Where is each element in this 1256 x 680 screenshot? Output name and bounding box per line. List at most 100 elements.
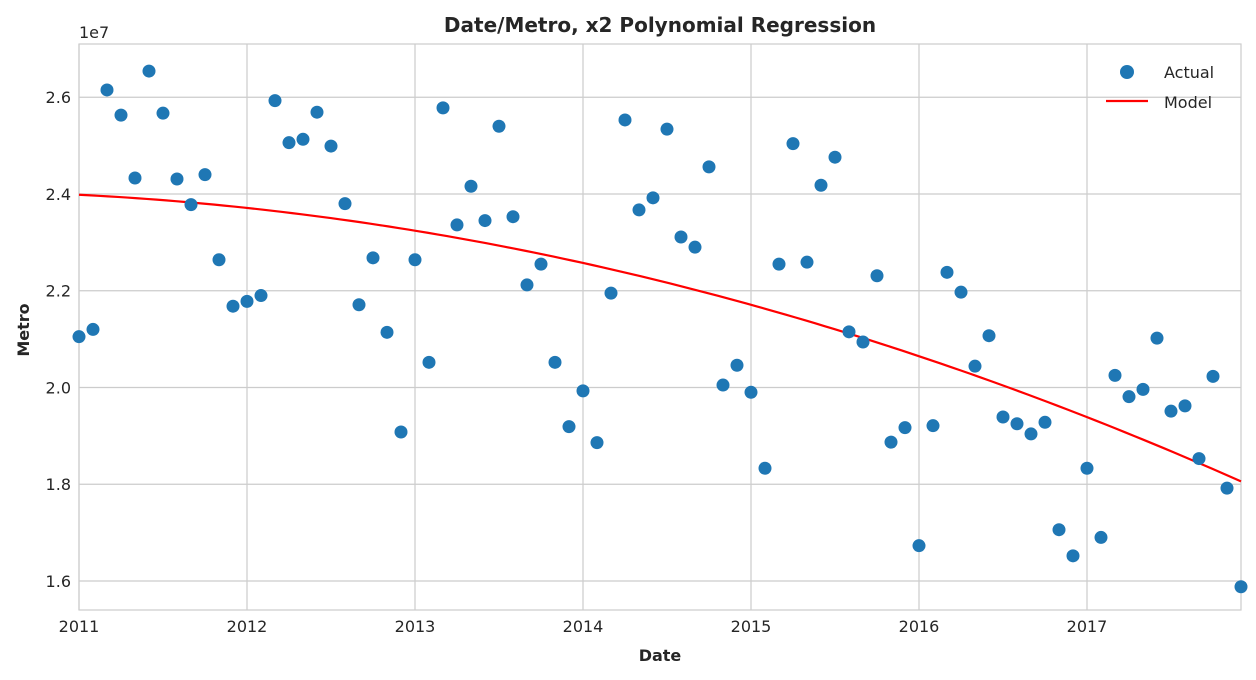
x-tick-label: 2011 [59, 617, 100, 636]
data-point [758, 461, 772, 475]
data-point [884, 435, 898, 449]
data-point [338, 197, 352, 211]
data-point [506, 210, 520, 224]
data-point [240, 294, 254, 308]
data-point [436, 101, 450, 115]
y-tick-label: 2.0 [46, 378, 71, 397]
data-point [828, 150, 842, 164]
legend-actual-label: Actual [1164, 63, 1214, 82]
data-point [1192, 452, 1206, 466]
model-line [78, 193, 1242, 483]
data-point [1010, 417, 1024, 431]
data-point [142, 64, 156, 78]
x-tick-label: 2012 [227, 617, 268, 636]
x-tick-label: 2016 [899, 617, 940, 636]
data-point [1080, 461, 1094, 475]
data-point [562, 420, 576, 434]
data-point [226, 299, 240, 313]
model-line-layer [78, 193, 1242, 483]
legend-actual-marker [1120, 65, 1134, 79]
chart-title: Date/Metro, x2 Polynomial Regression [444, 13, 876, 37]
data-point [674, 230, 688, 244]
data-point [730, 358, 744, 372]
data-point [184, 198, 198, 212]
x-tick-label: 2017 [1067, 617, 1108, 636]
data-point [968, 359, 982, 373]
y-tick-labels: 1.6 1.8 2.0 2.2 2.4 2.6 [46, 88, 71, 591]
data-point [478, 214, 492, 228]
data-point [492, 119, 506, 133]
data-point [604, 286, 618, 300]
data-point [1038, 415, 1052, 429]
data-point [1024, 427, 1038, 441]
data-point [688, 240, 702, 254]
data-point [464, 179, 478, 193]
data-point [324, 139, 338, 153]
data-point [380, 325, 394, 339]
data-point [394, 425, 408, 439]
data-point [1122, 390, 1136, 404]
y-tick-label: 1.8 [46, 475, 71, 494]
data-point [1164, 404, 1178, 418]
data-point [1108, 368, 1122, 382]
data-point [198, 168, 212, 182]
data-point [86, 322, 100, 336]
data-point [1150, 331, 1164, 345]
data-point [72, 330, 86, 344]
x-tick-label: 2013 [395, 617, 436, 636]
grid [78, 44, 1241, 610]
data-point [1066, 549, 1080, 563]
y-tick-label: 2.2 [46, 282, 71, 301]
data-point [310, 105, 324, 119]
data-point [702, 160, 716, 174]
legend: Actual Model [1106, 63, 1214, 112]
data-point [996, 410, 1010, 424]
data-point [954, 285, 968, 299]
data-point [114, 108, 128, 122]
data-point [352, 298, 366, 312]
actual-points-layer [72, 64, 1248, 594]
y-tick-label: 1.6 [46, 572, 71, 591]
data-point [100, 83, 114, 97]
data-point [1234, 580, 1248, 594]
data-point [618, 113, 632, 127]
data-point [170, 172, 184, 186]
data-point [800, 255, 814, 269]
data-point [268, 94, 282, 108]
data-point [1178, 399, 1192, 413]
data-point [548, 355, 562, 369]
data-point [576, 384, 590, 398]
data-point [842, 325, 856, 339]
data-point [646, 191, 660, 205]
data-point [520, 278, 534, 292]
data-point [744, 385, 758, 399]
data-point [660, 122, 674, 136]
data-point [450, 218, 464, 232]
y-tick-label: 2.4 [46, 185, 71, 204]
data-point [1052, 523, 1066, 537]
data-point [128, 171, 142, 185]
y-tick-label: 2.6 [46, 88, 71, 107]
x-tick-label: 2014 [563, 617, 604, 636]
data-point [912, 539, 926, 553]
data-point [254, 289, 268, 303]
data-point [856, 335, 870, 349]
data-point [156, 106, 170, 120]
data-point [1136, 382, 1150, 396]
x-tick-label: 2015 [731, 617, 772, 636]
y-exponent-label: 1e7 [79, 23, 109, 42]
data-point [590, 436, 604, 450]
data-point [940, 265, 954, 279]
data-point [870, 269, 884, 283]
data-point [296, 132, 310, 146]
data-point [772, 257, 786, 271]
data-point [212, 253, 226, 267]
x-tick-labels: 2011 2012 2013 2014 2015 2016 2017 [59, 617, 1108, 636]
y-axis-label: Metro [14, 303, 33, 356]
data-point [1094, 530, 1108, 544]
data-point [282, 136, 296, 150]
data-point [786, 137, 800, 151]
data-point [716, 378, 730, 392]
data-point [422, 355, 436, 369]
